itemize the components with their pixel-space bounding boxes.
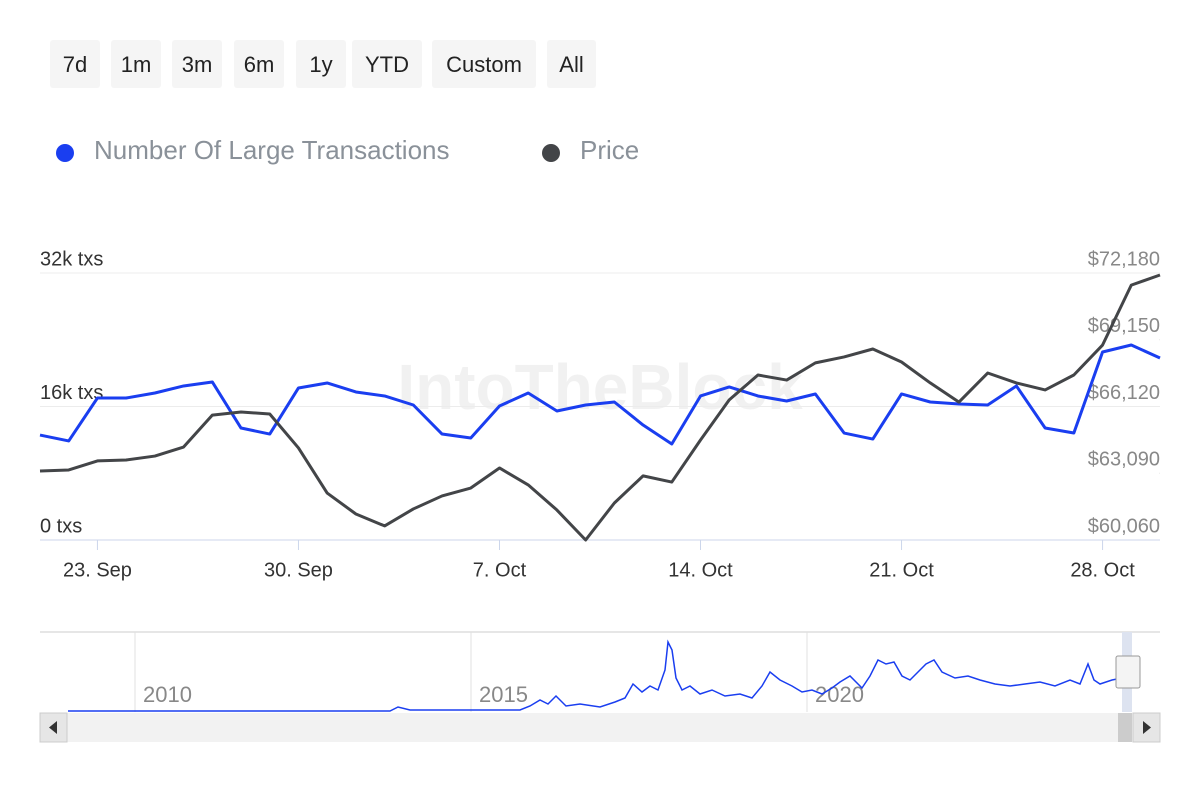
range-button[interactable]: Custom xyxy=(432,40,536,88)
button-label: 6m xyxy=(244,52,275,77)
button-label: 3m xyxy=(182,52,213,77)
navigator-label: 2015 xyxy=(479,682,528,707)
button-label: 1y xyxy=(309,52,332,77)
series-line xyxy=(39,273,1161,542)
x-tick-label: 21. Oct xyxy=(869,559,934,581)
button-bg xyxy=(172,40,222,88)
range-button[interactable]: All xyxy=(547,40,596,88)
watermark: IntoTheBlock xyxy=(397,351,803,423)
button-bg xyxy=(432,40,536,88)
button-bg xyxy=(296,40,346,88)
legend-marker xyxy=(542,144,560,162)
x-tick-label: 30. Sep xyxy=(264,559,333,581)
button-label: YTD xyxy=(365,52,409,77)
range-button[interactable]: 1m xyxy=(111,40,161,88)
legend-marker xyxy=(56,144,74,162)
range-button[interactable]: 3m xyxy=(172,40,222,88)
scrollbar-thumb[interactable] xyxy=(1118,713,1132,742)
range-button[interactable]: 1y xyxy=(296,40,346,88)
arrow-right xyxy=(1143,721,1151,734)
range-button[interactable]: 7d xyxy=(50,40,100,88)
navigator-handle[interactable] xyxy=(1115,655,1141,689)
button-bg xyxy=(234,40,284,88)
legend-label: Price xyxy=(580,135,639,165)
x-tick-label: 14. Oct xyxy=(668,559,733,581)
legend-label: Number Of Large Transactions xyxy=(94,135,450,165)
y2-tick-label: $60,060 xyxy=(1088,515,1160,537)
navigator-label: 2020 xyxy=(815,682,864,707)
button-label: All xyxy=(559,52,583,77)
y2-tick-label: $72,180 xyxy=(1088,248,1160,270)
scrollbar-track[interactable] xyxy=(40,713,1160,742)
arrow-left xyxy=(49,721,57,734)
navigator: 2010 2015 2020 xyxy=(39,631,1161,743)
button-bg xyxy=(547,40,596,88)
button-label: 1m xyxy=(121,52,152,77)
range-button[interactable]: YTD xyxy=(352,40,422,88)
range-button[interactable]: 6m xyxy=(234,40,284,88)
y2-tick-label: $66,120 xyxy=(1088,382,1160,404)
x-tick-label: 23. Sep xyxy=(63,559,132,581)
scroll-right[interactable] xyxy=(1132,712,1161,743)
button-label: 7d xyxy=(63,52,87,77)
button-label: Custom xyxy=(446,52,522,77)
y2-tick-label: $69,150 xyxy=(1088,315,1160,337)
y-tick-label: 32k txs xyxy=(40,248,103,270)
y-tick-label: 0 txs xyxy=(40,515,82,537)
button-bg xyxy=(50,40,100,88)
navigator-line xyxy=(68,639,1123,712)
button-bg xyxy=(111,40,161,88)
x-tick-label: 7. Oct xyxy=(473,559,527,581)
x-tick-label: 28. Oct xyxy=(1070,559,1135,581)
button-bg xyxy=(352,40,422,88)
series-line xyxy=(39,343,1161,446)
y2-tick-label: $63,090 xyxy=(1088,449,1160,471)
navigator-label: 2010 xyxy=(143,682,192,707)
y-tick-label: 16k txs xyxy=(40,382,103,404)
